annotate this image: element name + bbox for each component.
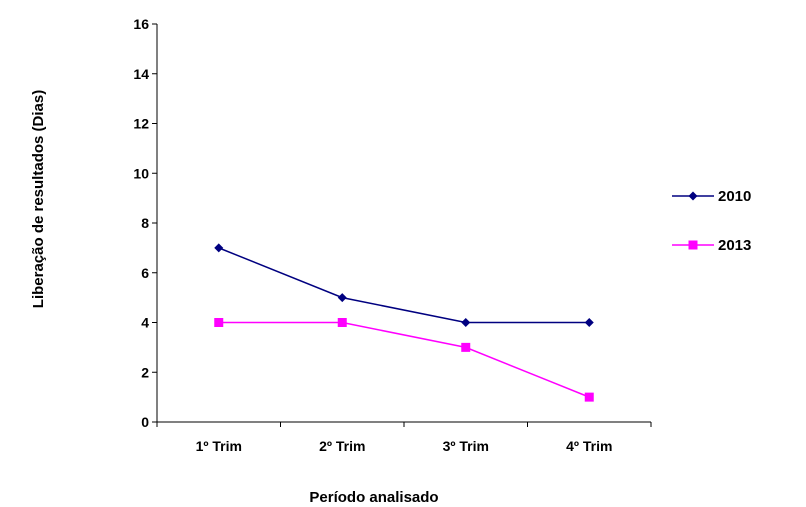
x-tick-label: 3º Trim	[443, 438, 489, 454]
y-axis: 0 2 4 6 8 10 12 14 16	[133, 16, 158, 430]
legend-item-2013: 2013	[672, 237, 751, 254]
legend-marker	[688, 240, 698, 250]
x-axis: 1º Trim 2º Trim 3º Trim 4º Trim	[156, 421, 652, 454]
y-tick-label: 16	[133, 16, 149, 32]
series-2013	[214, 318, 594, 402]
x-axis-title: Período analisado	[309, 489, 438, 506]
y-tick-label: 14	[133, 66, 149, 82]
y-tick-label: 0	[141, 414, 149, 430]
legend-label: 2010	[718, 188, 751, 205]
y-tick-label: 12	[133, 116, 149, 132]
legend-label: 2013	[718, 237, 751, 254]
y-axis-title: Liberação de resultados (Dias)	[30, 90, 47, 308]
x-tick-label: 4º Trim	[566, 438, 612, 454]
x-tick-label: 2º Trim	[319, 438, 365, 454]
data-point-2010	[214, 243, 224, 253]
data-point-2010	[584, 318, 594, 327]
data-point-2010	[461, 318, 471, 327]
data-point-2013	[337, 318, 347, 327]
y-tick-label: 10	[133, 165, 149, 181]
y-tick-label: 8	[141, 215, 149, 231]
y-tick-label: 6	[141, 265, 149, 281]
series-line-2010	[218, 247, 590, 324]
legend: 2010 2013	[672, 188, 751, 254]
legend-marker	[688, 191, 698, 201]
plot-area	[214, 243, 594, 402]
legend-item-2010: 2010	[672, 188, 751, 205]
x-tick-label: 1º Trim	[196, 438, 242, 454]
y-tick-label: 2	[141, 364, 149, 380]
series-line-2013	[218, 321, 590, 398]
series-2010	[214, 243, 594, 327]
y-tick-label: 4	[141, 315, 149, 331]
data-point-2013	[584, 392, 594, 402]
data-point-2013	[461, 342, 471, 352]
data-point-2010	[337, 293, 347, 303]
data-point-2013	[214, 318, 224, 327]
